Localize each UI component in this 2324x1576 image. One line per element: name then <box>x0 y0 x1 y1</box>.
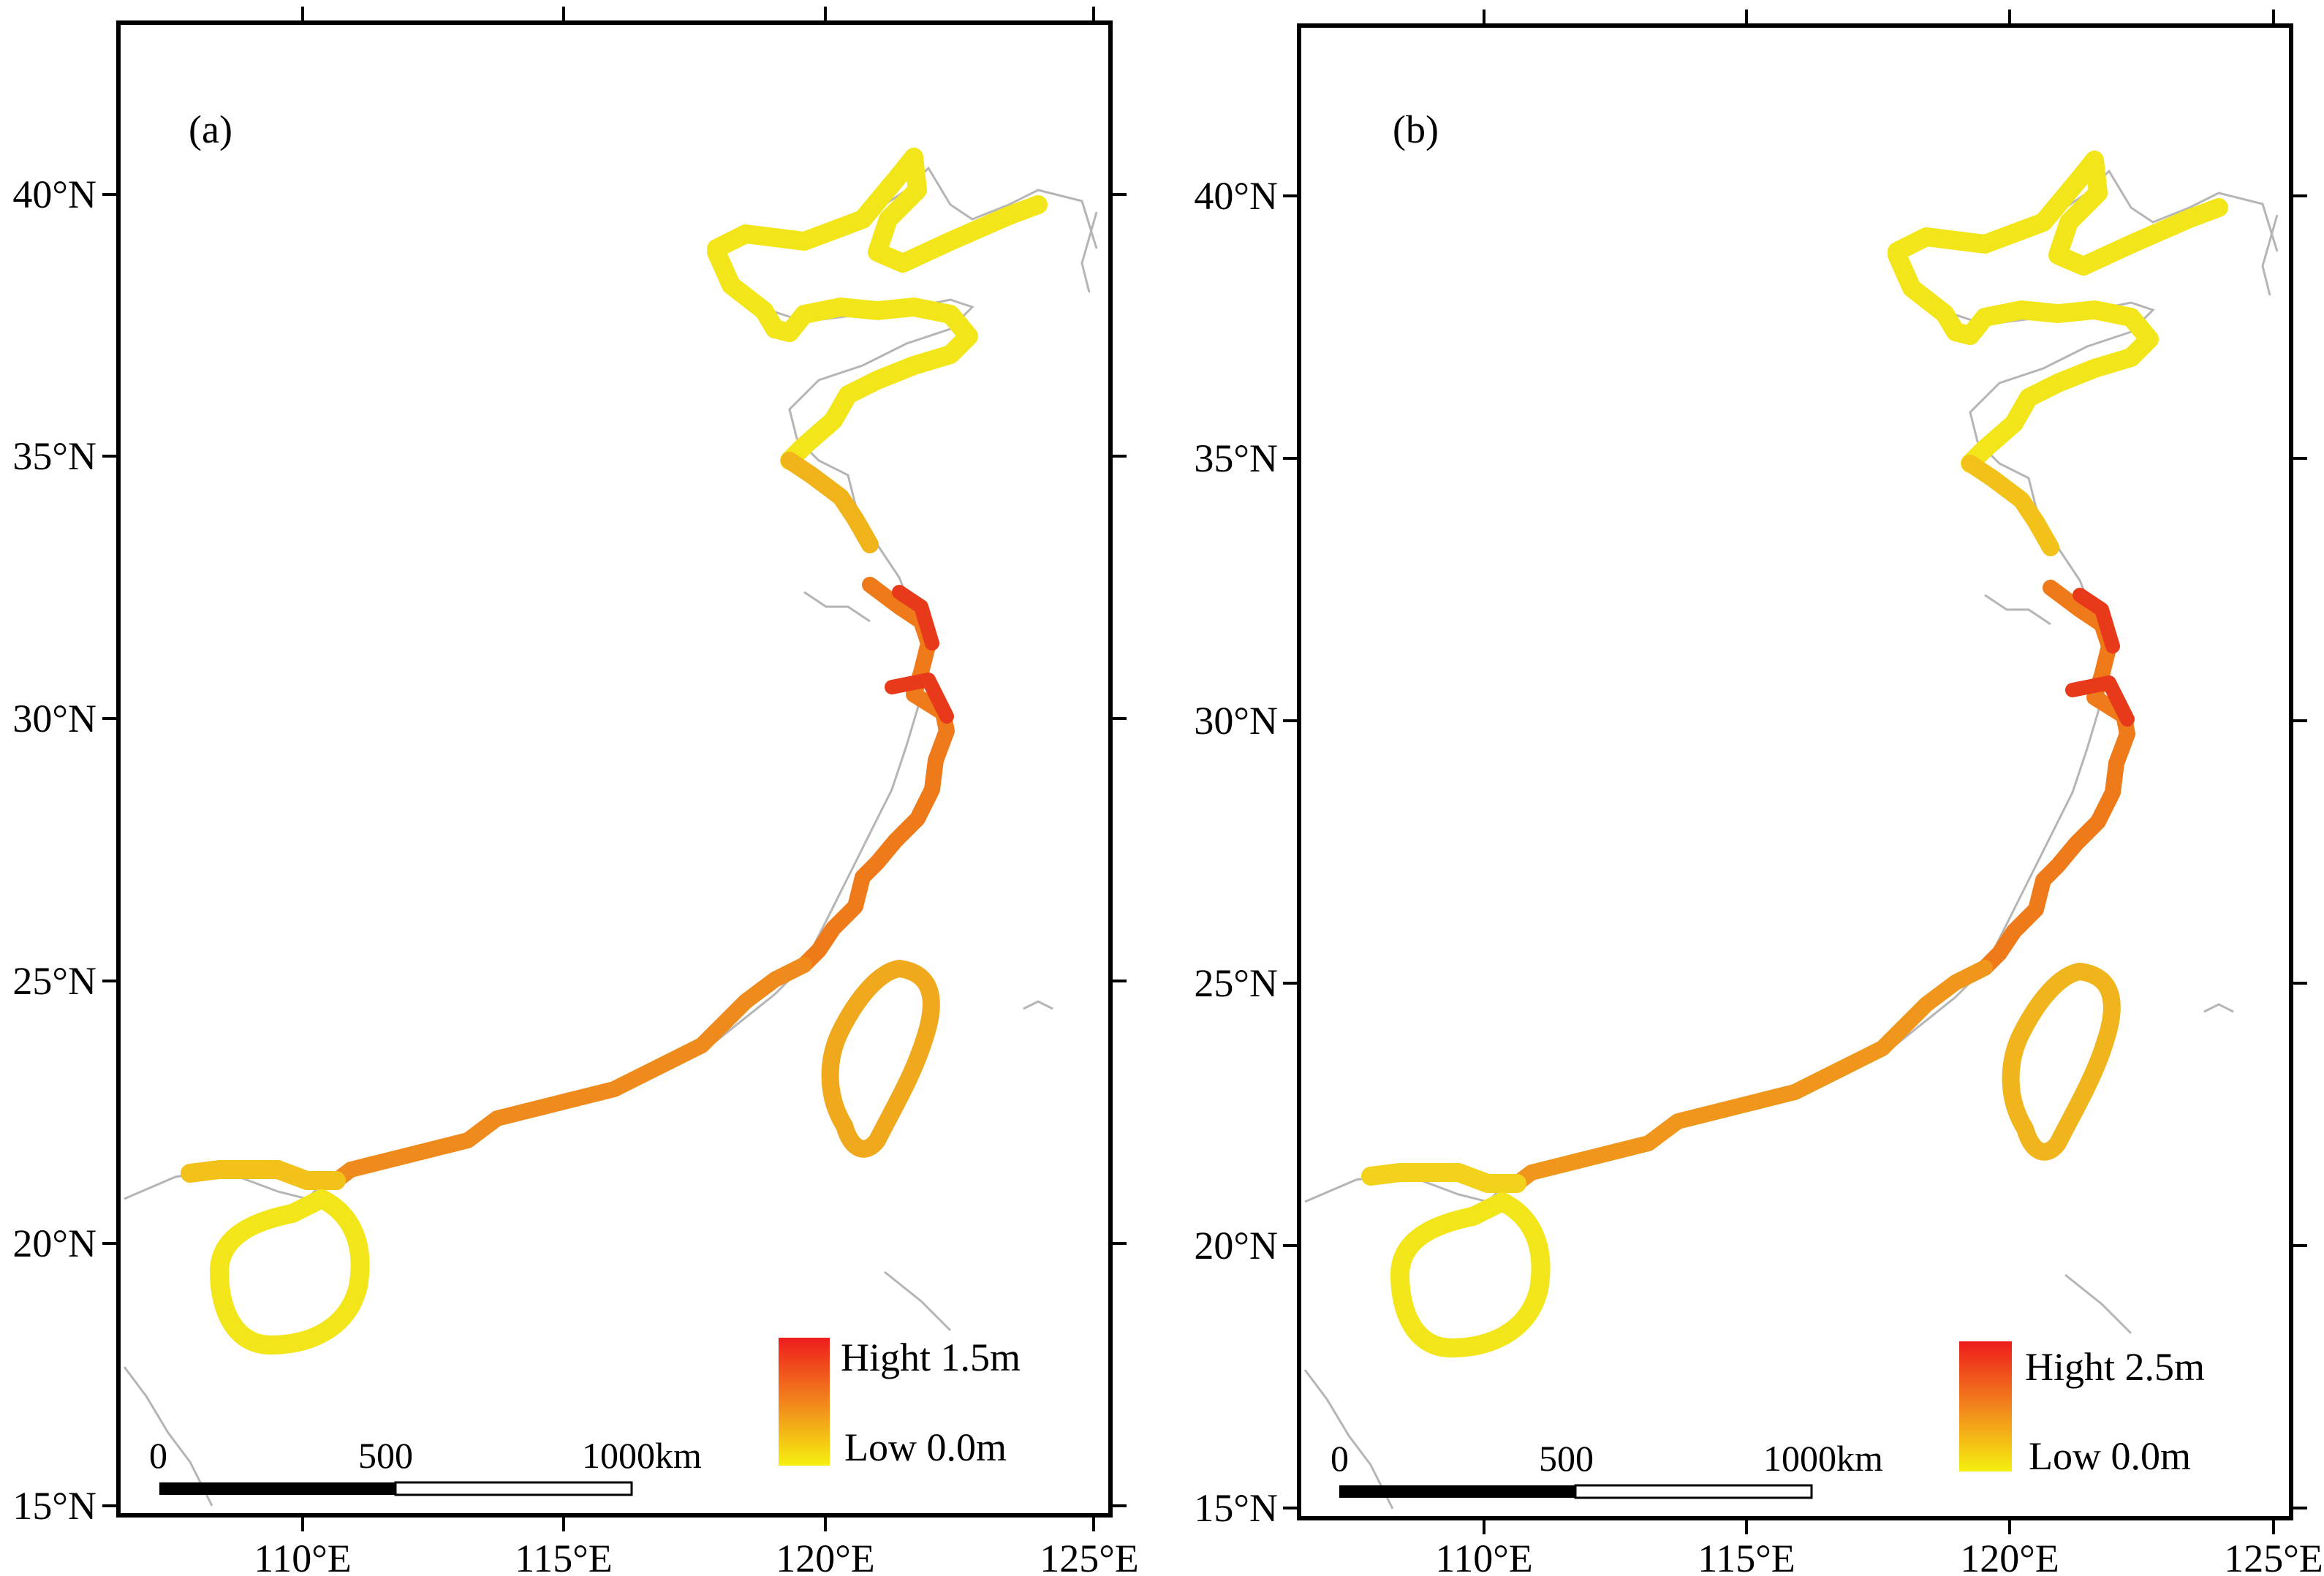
lon-label-120e: 120°E <box>1960 1537 2059 1576</box>
legend-high-label: Hight 1.5m <box>841 1336 1021 1379</box>
lat-label-25n: 25°N <box>12 959 96 1003</box>
lat-label-35n: 35°N <box>12 434 96 478</box>
lon-label-120e: 120°E <box>776 1537 875 1576</box>
lat-label-40n: 40°N <box>1194 174 1278 218</box>
legend-a: Hight 1.5m Low 0.0m <box>779 1336 1021 1469</box>
legend-high-label: Hight 2.5m <box>2025 1345 2205 1389</box>
scale-bar-empty <box>1574 1484 1813 1499</box>
scale-zero-label: 0 <box>1331 1438 1349 1479</box>
inundation-risk-band <box>181 148 1048 1355</box>
longitude-labels: 110°E 115°E 120°E 125°E <box>1435 1537 2323 1576</box>
map-panel-a: Hight 1.5m Low 0.0m 0 500 1000km (a) 40°… <box>12 7 1139 1576</box>
lon-label-115e: 115°E <box>515 1537 613 1576</box>
scale-bar-filled <box>159 1482 395 1495</box>
latitude-labels: 40°N 35°N 30°N 25°N 20°N 15°N <box>12 173 96 1528</box>
longitude-labels: 110°E 115°E 120°E 125°E <box>254 1537 1139 1576</box>
lat-label-20n: 20°N <box>1194 1224 1278 1268</box>
lon-label-115e: 115°E <box>1697 1537 1795 1576</box>
scale-bar-empty <box>394 1481 633 1496</box>
legend-low-label: Low 0.0m <box>2029 1434 2191 1478</box>
lat-label-20n: 20°N <box>12 1221 96 1265</box>
lat-label-40n: 40°N <box>12 173 96 216</box>
map-frame <box>1297 23 2293 1520</box>
panel-label: (a) <box>189 107 232 151</box>
lat-label-30n: 30°N <box>1194 699 1278 743</box>
lon-label-125e: 125°E <box>2224 1537 2323 1576</box>
scale-bar-b: 0 500 1000km <box>1331 1438 1883 1499</box>
scale-zero-label: 0 <box>149 1435 167 1476</box>
legend-low-label: Low 0.0m <box>844 1425 1007 1469</box>
scale-mid-label: 500 <box>358 1435 413 1476</box>
graticule-ticks <box>1283 10 2307 1534</box>
map-panel-b: Hight 2.5m Low 0.0m 0 500 1000km (b) 40°… <box>1194 10 2323 1576</box>
lat-label-35n: 35°N <box>1194 436 1278 480</box>
lat-label-15n: 15°N <box>12 1484 96 1528</box>
lat-label-15n: 15°N <box>1194 1486 1278 1530</box>
legend-color-ramp <box>1959 1341 2012 1471</box>
legend-color-ramp <box>779 1338 830 1466</box>
map-frame <box>116 20 1113 1518</box>
scale-end-label: 1000km <box>1763 1438 1883 1479</box>
scale-end-label: 1000km <box>582 1435 702 1476</box>
lon-label-125e: 125°E <box>1040 1537 1139 1576</box>
lon-label-110e: 110°E <box>254 1537 352 1576</box>
lat-label-25n: 25°N <box>1194 961 1278 1005</box>
legend-b: Hight 2.5m Low 0.0m <box>1959 1341 2205 1478</box>
lon-label-110e: 110°E <box>1435 1537 1533 1576</box>
scale-mid-label: 500 <box>1539 1438 1594 1479</box>
scale-bar-a: 0 500 1000km <box>149 1435 702 1496</box>
lat-label-30n: 30°N <box>12 697 96 740</box>
panel-label: (b) <box>1393 107 1439 151</box>
scale-bar-filled <box>1339 1485 1575 1498</box>
graticule-ticks <box>102 7 1127 1531</box>
latitude-labels: 40°N 35°N 30°N 25°N 20°N 15°N <box>1194 174 1278 1530</box>
inundation-risk-band <box>1361 151 2228 1357</box>
